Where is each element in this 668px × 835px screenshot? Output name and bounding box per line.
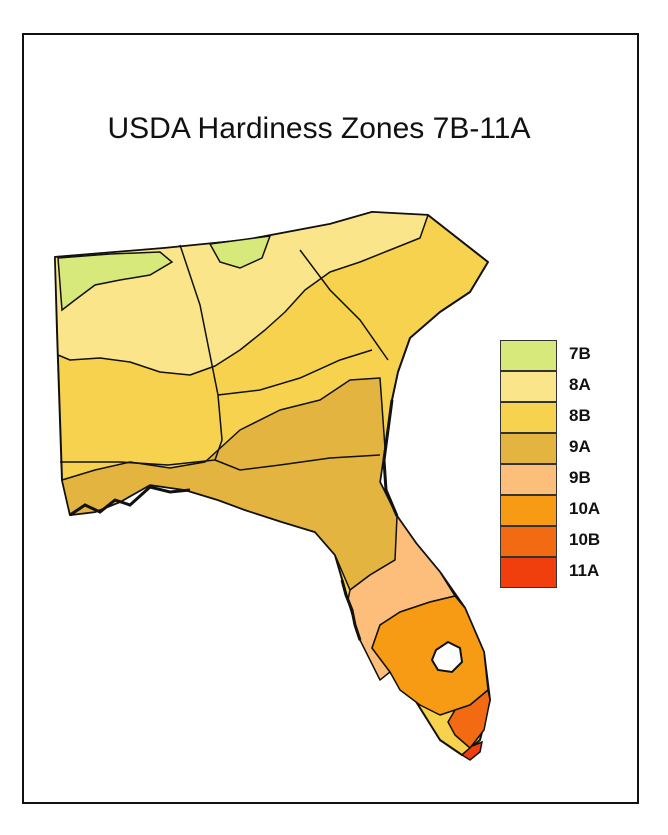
legend-item-8b: 8B [500,402,640,433]
region-zone-11a [460,740,484,761]
legend-label-7b: 7B [569,344,591,363]
region-zone-10b [447,689,491,749]
legend-swatch-11a [500,557,557,588]
legend-swatch-10b [500,526,557,557]
legend-swatch-7b [500,340,557,371]
legend-label-10a: 10A [569,499,601,518]
legend-item-10b: 10B [500,526,640,557]
legend-label-11a: 11A [569,561,600,580]
legend-swatch-10a [500,495,557,526]
legend-item-7b: 7B [500,340,640,371]
legend-swatch-9a [500,433,557,464]
legend-label-9a: 9A [569,437,591,456]
legend-label-8b: 8B [569,406,591,425]
legend-swatch-8a [500,371,557,402]
lake [430,640,464,674]
legend-item-11a: 11A [500,557,640,588]
legend-label-10b: 10B [569,530,601,549]
legend-swatch-8b [500,402,557,433]
legend-item-8a: 8A [500,371,640,402]
legend-item-10a: 10A [500,495,640,526]
legend-item-9b: 9B [500,464,640,495]
coastline [69,399,399,641]
legend-item-9a: 9A [500,433,640,464]
legend-swatch-9b [500,464,557,495]
region-zone-7b-east [208,235,272,269]
region-zone-7b-west [57,251,174,312]
legend-label-8a: 8A [569,375,591,394]
state-boundaries [60,244,389,471]
legend-label-9b: 9B [569,468,591,487]
map-title: USDA Hardiness Zones 7B-11A [107,112,531,145]
